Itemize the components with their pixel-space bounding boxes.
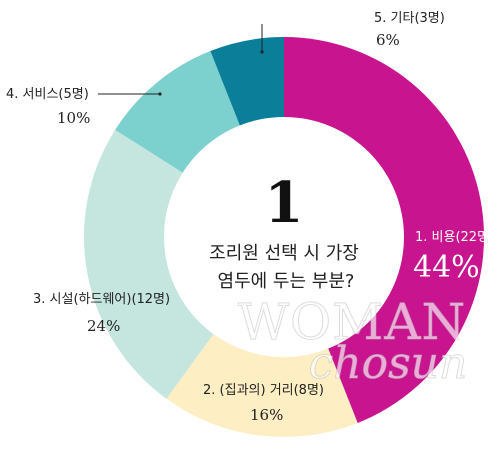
slice-label-other: 5. 기타(3명)	[374, 11, 445, 26]
center-question-line-2: 염두에 두는 부분?	[218, 271, 355, 292]
slice-label-service: 4. 서비스(5명)	[6, 87, 89, 102]
slice-pct-distance: 16%	[250, 406, 283, 424]
center-number: 1	[265, 170, 304, 236]
slice-label-distance: 2. (집과의) 거리(8명)	[203, 383, 324, 398]
watermark-chosun: chosun	[309, 338, 468, 389]
slice-label-cost: 1. 비용(22명)	[415, 230, 494, 245]
leader-dot-service	[158, 92, 162, 96]
slice-pct-service: 10%	[57, 109, 90, 127]
center-question-line-1: 조리원 선택 시 가장	[209, 243, 359, 264]
center-hole	[164, 117, 404, 357]
slice-pct-other: 6%	[376, 31, 400, 49]
slice-pct-cost: 44%	[413, 250, 480, 285]
leader-dot-other	[260, 50, 264, 54]
slice-pct-facility: 24%	[87, 317, 120, 335]
slice-label-facility: 3. 시설(하드웨어)(12명)	[33, 292, 170, 307]
watermark-woman: WOMAN	[238, 293, 466, 351]
